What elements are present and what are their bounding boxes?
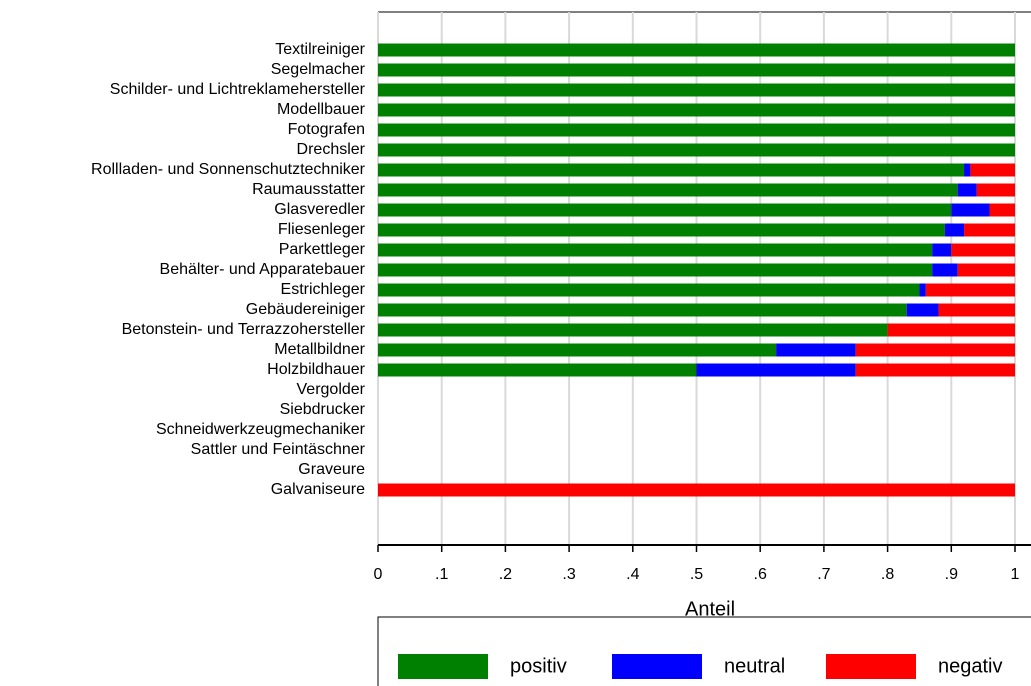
bar-segment [957, 263, 1015, 277]
bar-segment [932, 263, 958, 277]
bar-segment [378, 203, 952, 217]
y-tick-label: Estrichleger [281, 281, 366, 298]
legend-swatch [826, 654, 916, 679]
y-tick-label: Fotografen [288, 121, 365, 138]
bar-segment [776, 343, 856, 357]
bar-segment [378, 183, 958, 197]
x-tick-label: .2 [499, 566, 512, 583]
bar-segment [932, 243, 952, 257]
y-tick-label: Sattler und Feintäschner [191, 441, 366, 458]
bar-segment [938, 303, 1015, 317]
x-tick-label: .9 [945, 566, 958, 583]
bar-segment [378, 123, 1015, 137]
y-tick-label: Rollladen- und Sonnenschutztechniker [91, 161, 366, 178]
x-tick-label: .5 [690, 566, 703, 583]
y-tick-label: Schilder- und Lichtreklamehersteller [110, 81, 366, 98]
bar-segment [378, 323, 888, 337]
bar-segment [378, 243, 933, 257]
x-tick-label: 1 [1011, 566, 1020, 583]
x-axis-label: Anteil [685, 598, 735, 620]
legend-label: negativ [938, 655, 1003, 677]
bar-segment [378, 143, 1015, 157]
bar-segment [378, 363, 697, 377]
bar-segment [951, 203, 990, 217]
bar-segment [378, 63, 1015, 77]
y-tick-label: Betonstein- und Terrazzohersteller [122, 321, 366, 338]
x-tick-label: .4 [626, 566, 639, 583]
bar-segment [855, 363, 1015, 377]
bar-segment [976, 183, 1015, 197]
x-tick-label: .6 [754, 566, 767, 583]
x-tick-label: .7 [817, 566, 830, 583]
bar-segment [378, 263, 933, 277]
bar-segment [989, 203, 1015, 217]
y-tick-label: Siebdrucker [280, 401, 366, 418]
bar-segment [378, 343, 777, 357]
x-tick-label: .8 [881, 566, 894, 583]
y-tick-label: Segelmacher [271, 61, 366, 78]
bar-segment [378, 283, 920, 297]
bar-segment [378, 223, 945, 237]
bar-segment [378, 303, 907, 317]
y-tick-label: Raumausstatter [252, 181, 366, 198]
bar-segment [944, 223, 965, 237]
bar-segment [970, 163, 1015, 177]
bar-segment [855, 343, 1015, 357]
bar-segment [951, 243, 1015, 257]
y-tick-label: Behälter- und Apparatebauer [160, 261, 366, 278]
y-tick-label: Metallbildner [274, 341, 365, 358]
bar-segment [378, 163, 965, 177]
y-tick-label: Vergolder [297, 381, 366, 398]
bar-segment [906, 303, 939, 317]
bar-segment [887, 323, 1015, 337]
legend-label: positiv [510, 655, 567, 677]
y-tick-label: Galvaniseure [271, 481, 365, 498]
bar-segment [964, 163, 971, 177]
bar-segment [696, 363, 856, 377]
x-tick-label: .3 [562, 566, 575, 583]
bar-segment [378, 43, 1015, 57]
bar-segment [378, 83, 1015, 97]
y-tick-label: Modellbauer [277, 101, 366, 118]
bar-segment [378, 103, 1015, 117]
y-tick-label: Schneidwerkzeugmechaniker [156, 421, 366, 438]
y-tick-label: Gebäudereiniger [246, 301, 366, 318]
bar-segment [925, 283, 1015, 297]
y-tick-label: Glasveredler [274, 201, 365, 218]
y-tick-label: Graveure [298, 461, 365, 478]
y-tick-label: Holzbildhauer [267, 361, 366, 378]
x-tick-label: .1 [435, 566, 448, 583]
y-tick-label: Drechsler [297, 141, 366, 158]
x-tick-label: 0 [374, 566, 383, 583]
legend-swatch [398, 654, 488, 679]
legend-swatch [612, 654, 702, 679]
y-tick-label: Parkettleger [279, 241, 366, 258]
bar-segment [378, 483, 1015, 497]
legend-label: neutral [724, 655, 785, 677]
bar-segment [919, 283, 926, 297]
y-tick-label: Textilreiniger [275, 41, 365, 58]
y-tick-label: Fliesenleger [278, 221, 366, 238]
bar-segment [964, 223, 1015, 237]
bar-segment [957, 183, 977, 197]
